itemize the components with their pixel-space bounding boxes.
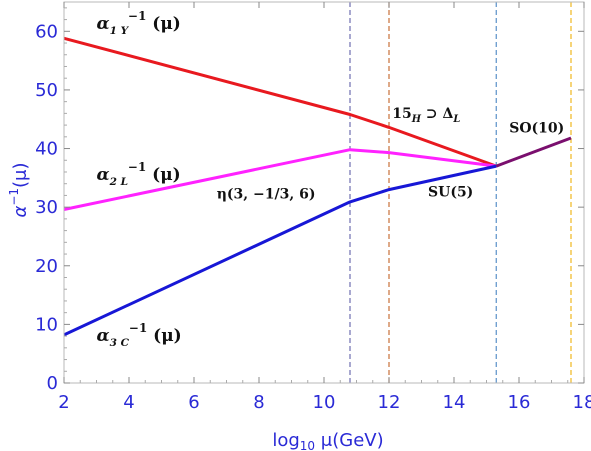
x-tick-label-4: 4 xyxy=(123,392,134,413)
annotation-label-a2: α2 L−1 (μ) xyxy=(97,160,181,188)
x-tick-label-8: 8 xyxy=(253,392,264,413)
x-axis-title: log10 μ(GeV) xyxy=(272,430,383,451)
axis-ticks: 2 4 6 8 10 12 14 16 18 0 10 20 30 40 50 60 xyxy=(35,2,591,413)
annotation-label-a1: α1 Y−1 (μ) xyxy=(97,9,181,37)
annotation-label-a3: α3 C−1 (μ) xyxy=(97,321,182,349)
y-tick-label-30: 30 xyxy=(35,197,58,218)
y-tick-label-20: 20 xyxy=(35,256,58,277)
x-tick-label-12: 12 xyxy=(378,392,401,413)
annotation-label-so10: SO(10) xyxy=(509,121,564,137)
x-tick-label-10: 10 xyxy=(313,392,336,413)
annotation-label-su5: SU(5) xyxy=(428,185,473,201)
curve-annotations: α1 Y−1 (μ) α2 L−1 (μ) α3 C−1 (μ) η(3, −1/3,… xyxy=(97,9,565,349)
y-tick-label-10: 10 xyxy=(35,314,58,335)
y-tick-label-60: 60 xyxy=(35,21,58,42)
x-tick-label-6: 6 xyxy=(188,392,199,413)
annotation-label-eta: η(3, −1/3, 6) xyxy=(217,186,316,202)
y-tick-label-0: 0 xyxy=(47,373,58,394)
series-lines xyxy=(63,36,572,337)
y-tick-label-40: 40 xyxy=(35,139,58,160)
y-tick-label-50: 50 xyxy=(35,80,58,101)
x-tick-label-18: 18 xyxy=(573,392,591,413)
series-line-a3 xyxy=(63,164,497,337)
annotation-label-15h: 15H ⊃ ΔL xyxy=(392,106,460,125)
x-tick-label-16: 16 xyxy=(508,392,531,413)
x-tick-label-2: 2 xyxy=(58,392,69,413)
series-line-unified xyxy=(495,136,572,168)
series-line-a2 xyxy=(63,148,497,211)
y-axis-title: α−1(μ) xyxy=(7,162,31,217)
x-tick-label-14: 14 xyxy=(443,392,466,413)
series-line-a1 xyxy=(63,36,497,168)
